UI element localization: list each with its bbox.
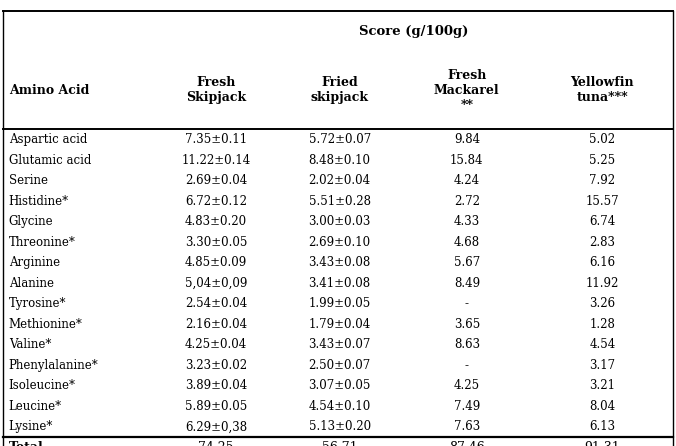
Text: 2.54±0.04: 2.54±0.04	[185, 297, 247, 310]
Text: 4.24: 4.24	[454, 174, 480, 187]
Text: Tyrosine*: Tyrosine*	[9, 297, 66, 310]
Text: Arginine: Arginine	[9, 256, 60, 269]
Text: Leucine*: Leucine*	[9, 400, 62, 413]
Text: 4.83±0.20: 4.83±0.20	[185, 215, 247, 228]
Text: 5.51±0.28: 5.51±0.28	[309, 194, 370, 208]
Text: Yellowfin
tuna***: Yellowfin tuna***	[571, 76, 634, 104]
Text: 15.84: 15.84	[450, 153, 483, 167]
Text: Glutamic acid: Glutamic acid	[9, 153, 91, 167]
Text: 9.84: 9.84	[454, 133, 480, 146]
Text: 8.63: 8.63	[454, 338, 480, 351]
Text: 6.72±0.12: 6.72±0.12	[185, 194, 247, 208]
Text: 6.16: 6.16	[589, 256, 615, 269]
Text: Glycine: Glycine	[9, 215, 53, 228]
Text: Histidine*: Histidine*	[9, 194, 69, 208]
Text: 2.83: 2.83	[589, 235, 615, 249]
Text: 5.13±0.20: 5.13±0.20	[309, 420, 370, 434]
Text: Fried
skipjack: Fried skipjack	[311, 76, 368, 104]
Text: Valine*: Valine*	[9, 338, 51, 351]
Text: 8.48±0.10: 8.48±0.10	[309, 153, 370, 167]
Text: 3.30±0.05: 3.30±0.05	[185, 235, 247, 249]
Text: 5.67: 5.67	[454, 256, 480, 269]
Text: 8.04: 8.04	[589, 400, 615, 413]
Text: 5.02: 5.02	[589, 133, 615, 146]
Text: Aspartic acid: Aspartic acid	[9, 133, 87, 146]
Text: 3.23±0.02: 3.23±0.02	[185, 359, 247, 372]
Text: 2.69±0.10: 2.69±0.10	[309, 235, 370, 249]
Text: 11.22±0.14: 11.22±0.14	[181, 153, 251, 167]
Text: Fresh
Mackarel
**: Fresh Mackarel **	[434, 69, 500, 112]
Text: Isoleucine*: Isoleucine*	[9, 379, 76, 392]
Text: Score (g/100g): Score (g/100g)	[358, 25, 468, 38]
Text: 5,04±0,09: 5,04±0,09	[185, 277, 247, 290]
Text: 3.43±0.08: 3.43±0.08	[308, 256, 371, 269]
Text: 8.49: 8.49	[454, 277, 480, 290]
Text: 4.54±0.10: 4.54±0.10	[308, 400, 371, 413]
Text: 3.17: 3.17	[589, 359, 615, 372]
Text: 1.99±0.05: 1.99±0.05	[308, 297, 371, 310]
Text: 15.57: 15.57	[585, 194, 619, 208]
Text: Threonine*: Threonine*	[9, 235, 76, 249]
Text: 4.85±0.09: 4.85±0.09	[185, 256, 247, 269]
Text: 3.65: 3.65	[454, 318, 480, 331]
Text: 4.33: 4.33	[454, 215, 480, 228]
Text: 7.92: 7.92	[589, 174, 615, 187]
Text: 1.79±0.04: 1.79±0.04	[308, 318, 371, 331]
Text: -: -	[465, 297, 469, 310]
Text: Alanine: Alanine	[9, 277, 54, 290]
Text: 87.46: 87.46	[449, 441, 485, 446]
Text: 91.31: 91.31	[585, 441, 620, 446]
Text: Total: Total	[9, 441, 43, 446]
Text: 5.89±0.05: 5.89±0.05	[185, 400, 247, 413]
Text: 2.72: 2.72	[454, 194, 480, 208]
Text: 7.49: 7.49	[454, 400, 480, 413]
Text: 2.02±0.04: 2.02±0.04	[309, 174, 370, 187]
Text: 74.25: 74.25	[198, 441, 234, 446]
Text: 5.25: 5.25	[589, 153, 615, 167]
Text: 56.71: 56.71	[322, 441, 358, 446]
Text: 1.28: 1.28	[589, 318, 615, 331]
Text: 11.92: 11.92	[585, 277, 619, 290]
Text: 7.35±0.11: 7.35±0.11	[185, 133, 247, 146]
Text: 4.25±0.04: 4.25±0.04	[185, 338, 247, 351]
Text: Amino Acid: Amino Acid	[9, 84, 89, 97]
Text: 4.54: 4.54	[589, 338, 615, 351]
Text: 3.21: 3.21	[589, 379, 615, 392]
Text: 3.41±0.08: 3.41±0.08	[309, 277, 370, 290]
Text: 2.69±0.04: 2.69±0.04	[185, 174, 247, 187]
Text: 4.25: 4.25	[454, 379, 480, 392]
Text: 6.13: 6.13	[589, 420, 615, 434]
Text: 4.68: 4.68	[454, 235, 480, 249]
Text: 2.16±0.04: 2.16±0.04	[185, 318, 247, 331]
Text: 5.72±0.07: 5.72±0.07	[308, 133, 371, 146]
Text: Lysine*: Lysine*	[9, 420, 53, 434]
Text: 3.26: 3.26	[589, 297, 615, 310]
Text: Fresh
Skipjack: Fresh Skipjack	[186, 76, 246, 104]
Text: Serine: Serine	[9, 174, 48, 187]
Text: 3.89±0.04: 3.89±0.04	[185, 379, 247, 392]
Text: 2.50±0.07: 2.50±0.07	[308, 359, 371, 372]
Text: 3.43±0.07: 3.43±0.07	[308, 338, 371, 351]
Text: 6.29±0,38: 6.29±0,38	[185, 420, 247, 434]
Text: -: -	[465, 359, 469, 372]
Text: Phenylalanine*: Phenylalanine*	[9, 359, 99, 372]
Text: 6.74: 6.74	[589, 215, 615, 228]
Text: 3.00±0.03: 3.00±0.03	[308, 215, 371, 228]
Text: 3.07±0.05: 3.07±0.05	[308, 379, 371, 392]
Text: 7.63: 7.63	[454, 420, 480, 434]
Text: Methionine*: Methionine*	[9, 318, 82, 331]
